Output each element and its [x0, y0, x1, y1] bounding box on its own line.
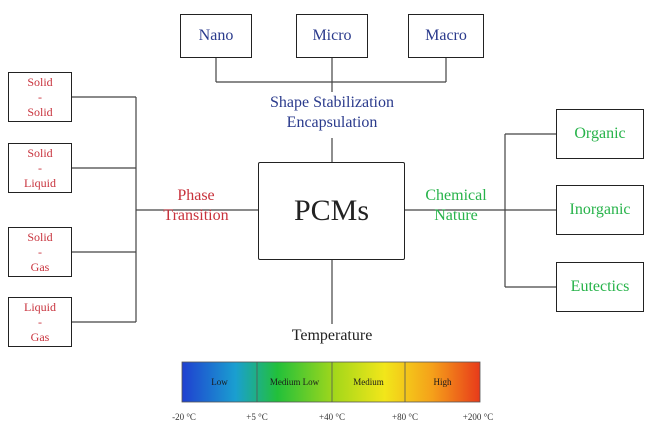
temp-tick-plus40: +40 °C [319, 412, 345, 422]
temperature-heading: Temperature [291, 327, 373, 344]
temp-tick-plus5: +5 °C [246, 412, 268, 422]
shape-item-macro: Macro [408, 14, 484, 58]
temp-range-medium-low: Medium Low [269, 377, 320, 387]
chemical-item-inorganic: Inorganic [556, 185, 644, 235]
phase-item-solid-liquid: Solid - Liquid [8, 143, 72, 193]
shape-item-nano: Nano [180, 14, 252, 58]
chemical-item-organic: Organic [556, 109, 644, 159]
temperature-gradient-bar [181, 361, 481, 403]
chemical-heading: Chemical Nature [425, 187, 487, 224]
shape-item-micro: Micro [296, 14, 368, 58]
phase-item-liquid-gas: Liquid - Gas [8, 297, 72, 347]
temp-tick-plus80: +80 °C [392, 412, 418, 422]
chemical-item-eutectics: Eutectics [556, 262, 644, 312]
temp-range-low: Low [211, 377, 228, 387]
temp-range-medium: Medium [353, 377, 384, 387]
temp-tick-plus200: +200 °C [462, 412, 494, 422]
phase-heading: Phase Transition [163, 187, 229, 224]
phase-item-solid-solid: Solid - Solid [8, 72, 72, 122]
shape-heading: Shape Stabilization Encapsulation [270, 94, 394, 131]
temp-range-high: High [433, 377, 452, 387]
phase-item-solid-gas: Solid - Gas [8, 227, 72, 277]
temp-tick-minus20: -20 °C [172, 412, 196, 422]
center-pcms-box: PCMs [258, 162, 405, 260]
